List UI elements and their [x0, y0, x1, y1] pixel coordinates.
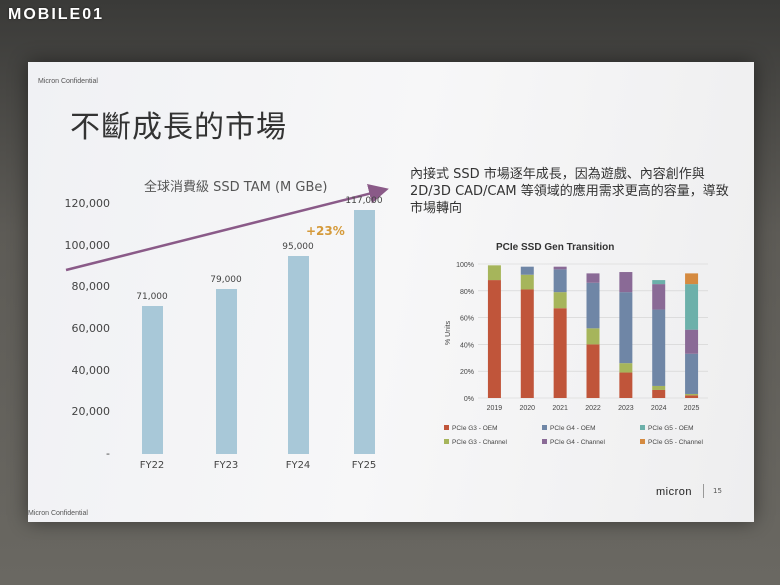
- pcie-legend-label: PCIe G4 - Channel: [550, 439, 605, 446]
- pcie-bar-segment: [586, 344, 600, 398]
- tam-y-tick: -: [106, 447, 110, 460]
- tam-x-tick: FY22: [139, 460, 165, 471]
- tam-bar-value-label: 117,000: [345, 196, 383, 207]
- pcie-bar-segment: [685, 353, 699, 394]
- pcie-x-tick: 2020: [519, 405, 535, 412]
- pcie-bar-segment: [685, 329, 699, 354]
- pcie-bar-segment: [619, 363, 633, 373]
- micron-logo: micron: [656, 486, 693, 498]
- tam-y-tick: 20,000: [71, 405, 111, 419]
- tam-y-tick: 120,000: [64, 197, 111, 210]
- tam-bar: [142, 306, 163, 454]
- pcie-bar-segment: [586, 328, 600, 345]
- pcie-bar-segment: [520, 266, 534, 275]
- pcie-bar-segment: [520, 289, 534, 398]
- pcie-legend-swatch: [542, 425, 547, 430]
- tam-bar-value-label: 79,000: [210, 275, 242, 286]
- pcie-x-tick: 2023: [618, 405, 634, 412]
- tam-x-tick: FY25: [351, 460, 377, 471]
- pcie-bar-segment: [586, 282, 600, 329]
- slide-description: 內接式 SSD 市場逐年成長，因為遊戲、內容創作與 2D/3D CAD/CAM …: [410, 167, 729, 216]
- tam-y-tick: 60,000: [71, 322, 111, 335]
- pcie-bar-segment: [619, 372, 633, 398]
- pcie-x-tick: 2019: [487, 405, 503, 412]
- pcie-x-tick: 2024: [651, 405, 667, 412]
- tam-bar: [288, 256, 309, 454]
- pcie-bar-segment: [586, 273, 600, 283]
- pcie-legend-swatch: [444, 439, 449, 444]
- pcie-legend-label: PCIe G5 - OEM: [648, 425, 694, 432]
- pcie-bar-segment: [685, 395, 699, 398]
- tam-bar-value-label: 95,000: [282, 242, 314, 253]
- pcie-bar-segment: [553, 266, 567, 270]
- pcie-x-tick: 2025: [684, 405, 700, 412]
- pcie-stacked-chart: 100% 80% 60% 40% 20% 0% % Units 2019 2020 2021 202…: [444, 262, 708, 446]
- tam-x-tick: FY24: [285, 460, 311, 471]
- tam-bar: [354, 210, 375, 454]
- pcie-y-tick: 100%: [456, 262, 474, 269]
- pcie-y-tick: 20%: [460, 369, 474, 376]
- pcie-legend-label: PCIe G3 - OEM: [452, 425, 498, 432]
- pcie-bar-segment: [553, 308, 567, 398]
- pcie-bar-segment: [553, 292, 567, 309]
- pcie-bar-segment: [619, 272, 633, 293]
- confidential-label-top: Micron Confidential: [38, 78, 98, 85]
- pcie-bar-segment: [553, 269, 567, 293]
- tam-x-tick: FY23: [213, 460, 239, 471]
- pcie-bar-segment: [652, 280, 666, 285]
- pcie-legend-swatch: [640, 425, 645, 430]
- tam-y-tick: 40,000: [71, 363, 111, 377]
- pcie-bar-segment: [619, 292, 633, 364]
- pcie-bar-segment: [652, 389, 666, 398]
- growth-arrow-icon: [65, 183, 389, 272]
- tam-y-tick: 80,000: [71, 280, 111, 294]
- slide-title: 不斷成長的市場: [70, 110, 287, 145]
- tam-bar: [216, 289, 237, 454]
- pcie-chart-title: PCIe SSD Gen Transition: [496, 242, 615, 253]
- pcie-bar-segment: [685, 284, 699, 330]
- pcie-x-tick: 2021: [552, 405, 568, 412]
- pcie-bar-segment: [685, 393, 699, 396]
- tam-bar-value-label: 71,000: [136, 292, 168, 303]
- pcie-bar-segment: [685, 273, 699, 285]
- mobile01-watermark: MOBILE01: [8, 6, 105, 23]
- confidential-label-bottom: Micron Confidential: [28, 510, 88, 517]
- footer-divider: [703, 484, 704, 498]
- growth-annotation: +23%: [306, 224, 345, 238]
- pcie-bar-segment: [520, 274, 534, 290]
- pcie-bar-segment: [652, 284, 666, 310]
- pcie-legend-swatch: [640, 439, 645, 444]
- page-number: 15: [713, 487, 722, 495]
- pcie-bar-segment: [652, 385, 666, 390]
- pcie-y-axis-label: % Units: [445, 320, 452, 345]
- tam-chart-title: 全球消費級 SSD TAM (M GBe): [144, 180, 328, 195]
- presentation-slide: Micron Confidential 不斷成長的市場 全球消費級 SSD TA…: [28, 62, 754, 522]
- pcie-y-tick: 80%: [460, 289, 474, 296]
- pcie-legend-swatch: [542, 439, 547, 444]
- tam-y-tick: 100,000: [64, 238, 111, 252]
- pcie-legend-swatch: [444, 425, 449, 430]
- pcie-legend-label: PCIe G5 - Channel: [648, 439, 703, 446]
- pcie-bar-segment: [652, 309, 666, 386]
- pcie-legend-label: PCIe G4 - OEM: [550, 425, 596, 432]
- pcie-bar-segment: [487, 265, 501, 281]
- pcie-x-tick: 2022: [585, 405, 601, 412]
- pcie-y-tick: 0%: [464, 396, 474, 403]
- pcie-bar-segment: [487, 280, 501, 398]
- pcie-y-tick: 40%: [460, 342, 474, 349]
- pcie-y-tick: 60%: [460, 316, 474, 323]
- pcie-legend-label: PCIe G3 - Channel: [452, 439, 507, 446]
